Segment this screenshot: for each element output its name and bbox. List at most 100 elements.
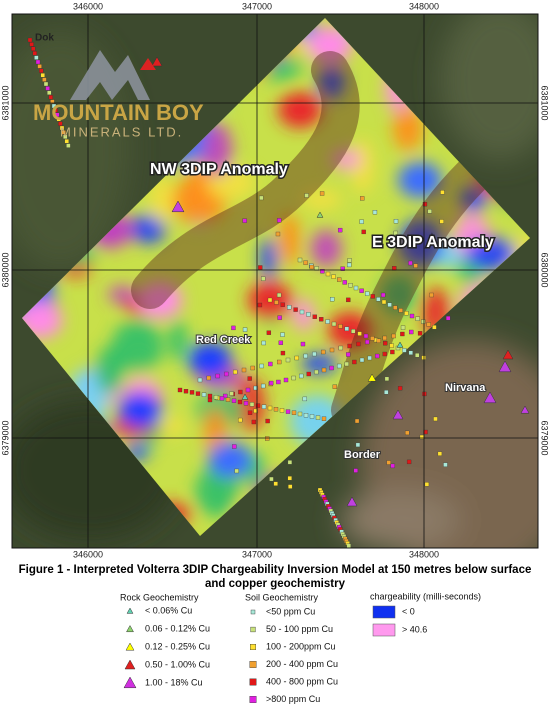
soil-sample bbox=[241, 367, 247, 373]
legend-label: 1.00 - 18% Cu bbox=[145, 677, 203, 687]
soil-sample bbox=[370, 294, 375, 299]
soil-sample bbox=[306, 312, 311, 317]
soil-sample bbox=[224, 371, 229, 377]
soil-sample bbox=[337, 277, 342, 282]
y-tick-label: 6380000 bbox=[540, 252, 550, 287]
legend-symbol bbox=[126, 607, 134, 614]
chargeability-blob bbox=[278, 213, 300, 266]
soil-sample bbox=[267, 297, 273, 303]
soil-sample bbox=[389, 343, 394, 348]
soil-sample bbox=[346, 297, 351, 303]
x-tick-label: 347000 bbox=[242, 549, 272, 559]
x-tick-label: 346000 bbox=[73, 1, 103, 11]
soil-sample bbox=[253, 385, 258, 391]
soil-sample bbox=[297, 257, 303, 263]
soil-sample bbox=[40, 73, 45, 78]
soil-sample bbox=[225, 397, 231, 402]
chargeability-blob bbox=[188, 342, 232, 378]
soil-sample bbox=[321, 367, 327, 373]
soil-sample bbox=[258, 265, 263, 270]
soil-sample bbox=[242, 327, 248, 332]
soil-sample bbox=[404, 311, 409, 316]
soil-sample bbox=[303, 413, 309, 418]
soil-sample bbox=[437, 451, 443, 456]
chargeability-blob bbox=[260, 238, 277, 279]
soil-sample bbox=[424, 482, 430, 487]
legend-label: >800 ppm Cu bbox=[266, 694, 320, 704]
soil-sample bbox=[381, 299, 387, 305]
soil-sample bbox=[359, 288, 364, 293]
soil-sample bbox=[304, 193, 309, 198]
legend-symbol bbox=[249, 696, 257, 703]
soil-sample bbox=[390, 349, 395, 355]
soil-sample bbox=[426, 322, 431, 327]
chargeability-blob bbox=[301, 353, 337, 374]
soil-sample bbox=[309, 264, 314, 270]
soil-sample bbox=[357, 331, 362, 336]
legend-label: < 0.06% Cu bbox=[145, 605, 192, 615]
soil-sample bbox=[238, 389, 243, 395]
soil-sample bbox=[433, 416, 438, 422]
soil-sample bbox=[232, 444, 237, 449]
soil-sample bbox=[340, 266, 345, 271]
soil-sample bbox=[287, 476, 292, 481]
legend-symbol bbox=[249, 678, 257, 686]
chargeability-blob bbox=[330, 149, 362, 169]
soil-sample bbox=[229, 391, 234, 396]
rock-sample bbox=[241, 393, 249, 400]
soil-sample bbox=[321, 349, 326, 355]
soil-sample bbox=[34, 55, 39, 60]
legend-symbol bbox=[250, 609, 256, 615]
samples bbox=[27, 37, 530, 548]
legend-title: chargeability (milli-seconds) bbox=[370, 591, 481, 601]
soil-sample bbox=[297, 411, 303, 417]
soil-sample bbox=[233, 369, 238, 375]
soil-sample bbox=[253, 408, 258, 414]
chargeability-blob bbox=[138, 282, 182, 318]
soil-sample bbox=[291, 410, 297, 415]
soil-sample bbox=[321, 416, 327, 421]
rock-sample bbox=[498, 360, 512, 373]
soil-sample bbox=[319, 317, 324, 322]
soil-sample bbox=[293, 307, 298, 312]
soil-sample bbox=[267, 405, 273, 411]
soil-sample bbox=[348, 283, 353, 288]
soil-sample bbox=[285, 357, 291, 363]
soil-sample bbox=[338, 324, 343, 329]
legend-label: 50 - 100 ppm Cu bbox=[266, 624, 333, 634]
soil-sample bbox=[64, 139, 69, 144]
chargeability-blob bbox=[118, 392, 162, 428]
soil-sample bbox=[344, 326, 349, 331]
x-tick-label: 346000 bbox=[73, 549, 103, 559]
soil-sample bbox=[250, 365, 255, 371]
soil-sample bbox=[223, 393, 228, 399]
logo-name: MOUNTAIN BOY bbox=[33, 100, 204, 125]
soil-sample bbox=[393, 305, 398, 310]
soil-sample bbox=[242, 218, 247, 223]
soil-sample bbox=[400, 331, 405, 337]
soil-sample bbox=[372, 210, 378, 215]
soil-sample bbox=[266, 330, 272, 335]
soil-sample bbox=[259, 195, 264, 201]
y-tick-label: 6379000 bbox=[540, 420, 550, 455]
soil-sample bbox=[331, 274, 336, 279]
chargeability-blob bbox=[107, 285, 137, 303]
soil-sample bbox=[421, 319, 426, 324]
soil-sample bbox=[402, 348, 407, 353]
soil-sample bbox=[279, 408, 285, 413]
soil-sample bbox=[376, 297, 381, 302]
soil-sample bbox=[312, 351, 317, 357]
x-tick-label: 348000 bbox=[409, 549, 439, 559]
legend-title: Rock Geochemistry bbox=[120, 592, 199, 602]
legend-label: < 0 bbox=[402, 606, 415, 616]
soil-sample bbox=[397, 386, 403, 391]
soil-sample bbox=[45, 86, 50, 91]
soil-sample bbox=[332, 384, 338, 389]
legend-symbol bbox=[249, 661, 257, 668]
place-label: Red Creek bbox=[196, 334, 251, 346]
rock-sample bbox=[367, 373, 377, 382]
soil-sample bbox=[325, 271, 331, 277]
soil-sample bbox=[347, 343, 352, 349]
soil-sample bbox=[356, 341, 361, 347]
